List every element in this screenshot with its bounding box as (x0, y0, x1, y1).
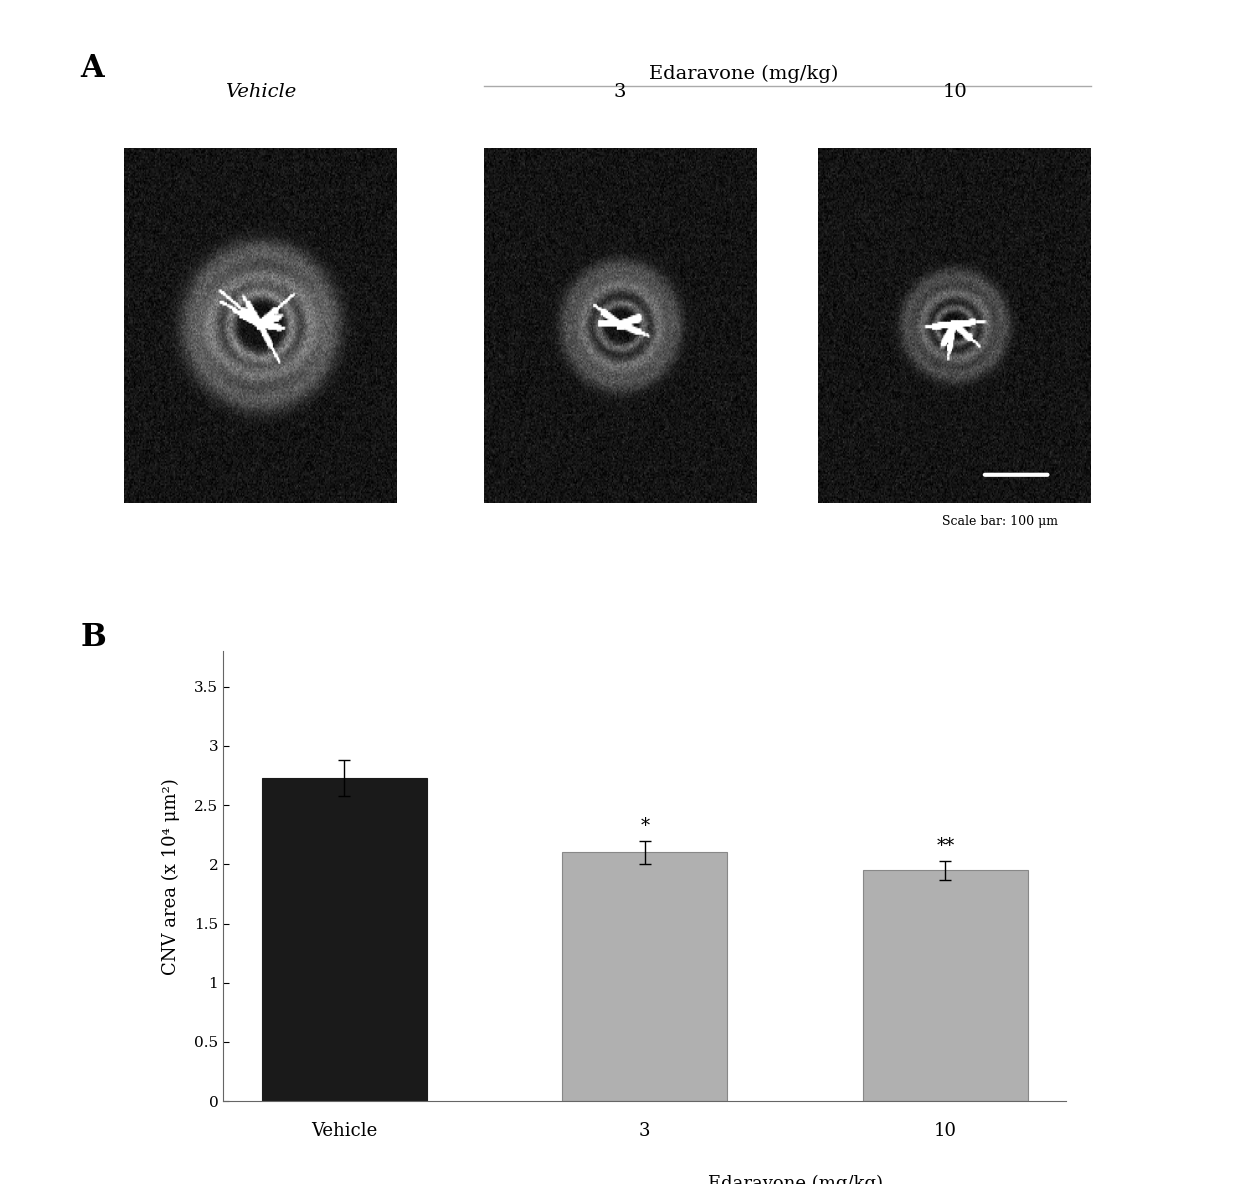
Text: *: * (640, 817, 650, 835)
Text: Vehicle: Vehicle (224, 83, 296, 101)
Text: **: ** (936, 837, 955, 855)
Text: Edaravone (mg/kg): Edaravone (mg/kg) (708, 1175, 883, 1184)
Bar (562, 852, 728, 1101)
Text: B: B (81, 622, 107, 652)
Y-axis label: CNV area (x 10⁴ μm²): CNV area (x 10⁴ μm²) (162, 778, 180, 974)
Text: 3: 3 (614, 83, 626, 101)
Text: Scale bar: 100 μm: Scale bar: 100 μm (942, 515, 1059, 528)
Bar (863, 870, 1028, 1101)
Text: Vehicle: Vehicle (311, 1122, 377, 1140)
Text: 10: 10 (934, 1122, 957, 1140)
Text: 10: 10 (942, 83, 967, 101)
Text: Edaravone (mg/kg): Edaravone (mg/kg) (650, 65, 838, 83)
Text: 3: 3 (639, 1122, 651, 1140)
Bar (262, 778, 427, 1101)
Text: A: A (81, 53, 104, 84)
